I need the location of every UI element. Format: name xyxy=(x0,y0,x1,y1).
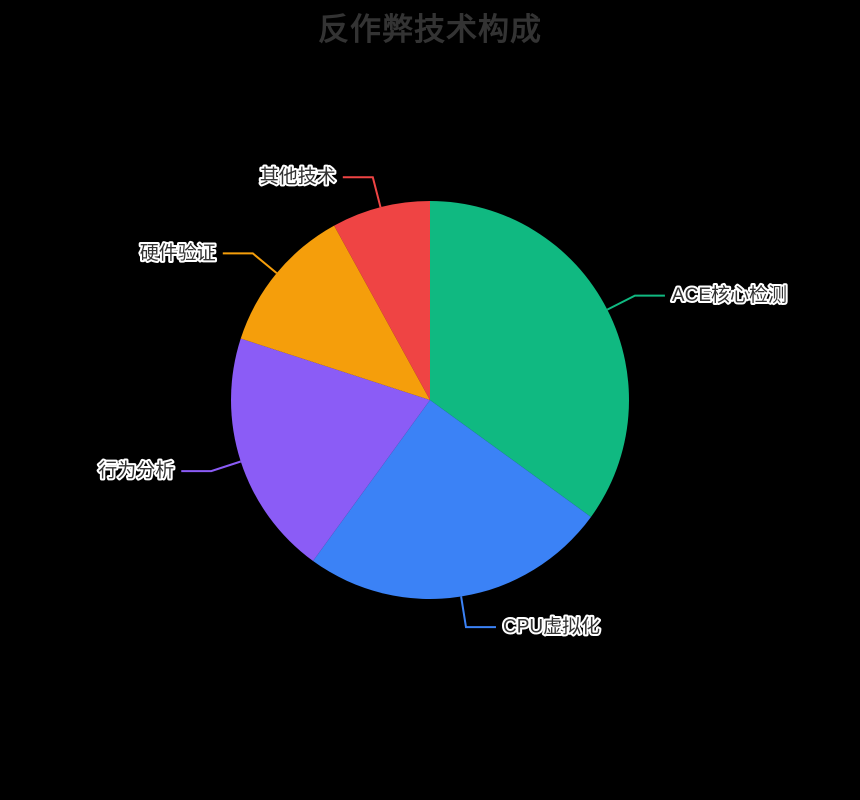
pie-slice-1[interactable] xyxy=(313,400,591,599)
slice-label-1: CPU虚拟化 xyxy=(503,616,600,638)
leader-line-0 xyxy=(606,294,665,311)
leader-line-3 xyxy=(222,252,278,274)
slice-label-4: 其他技术 xyxy=(260,166,336,188)
leader-line-1 xyxy=(460,596,496,629)
chart-title: 反作弊技术构成 xyxy=(318,12,542,47)
pie-slice-0[interactable] xyxy=(430,201,629,517)
slice-label-0: ACE核心检测 xyxy=(672,284,787,306)
pie-slice-3[interactable] xyxy=(240,225,430,400)
pie-slice-4[interactable] xyxy=(334,201,430,400)
leader-line-2 xyxy=(181,460,242,473)
pie-slice-2[interactable] xyxy=(231,338,430,561)
leader-line-4 xyxy=(342,176,382,208)
slice-label-3: 硬件验证 xyxy=(140,242,216,264)
slice-label-2: 行为分析 xyxy=(98,460,174,482)
